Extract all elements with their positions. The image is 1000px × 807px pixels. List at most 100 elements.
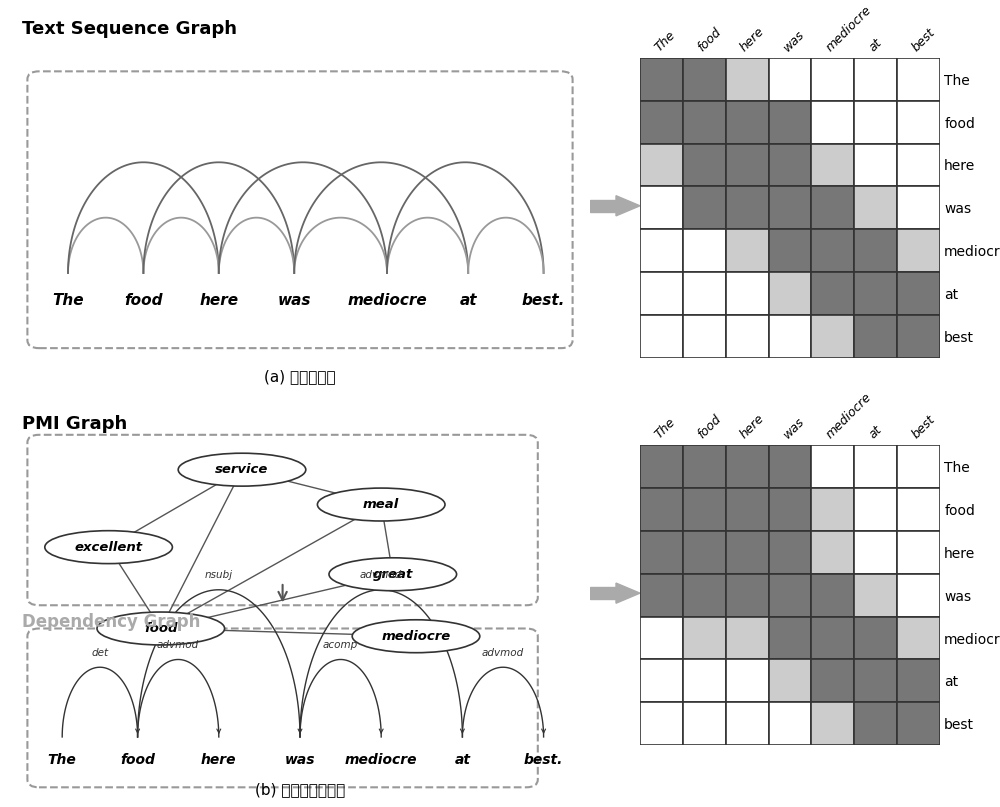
Bar xyxy=(897,702,940,745)
Text: advmod: advmod xyxy=(482,647,524,658)
Text: (b) 增强句法依赖图: (b) 增强句法依赖图 xyxy=(255,782,345,797)
Text: food: food xyxy=(124,293,163,308)
Bar xyxy=(897,144,940,186)
Bar xyxy=(769,315,811,358)
Ellipse shape xyxy=(178,454,306,486)
FancyBboxPatch shape xyxy=(27,629,538,788)
Bar xyxy=(769,58,811,101)
Bar xyxy=(683,101,726,144)
Bar xyxy=(897,272,940,315)
Bar xyxy=(726,144,769,186)
Text: food: food xyxy=(144,622,178,635)
Text: Dependency Graph: Dependency Graph xyxy=(22,613,200,631)
Bar xyxy=(897,659,940,702)
FancyBboxPatch shape xyxy=(27,71,573,348)
Bar xyxy=(854,229,897,272)
Bar xyxy=(811,315,854,358)
Bar xyxy=(726,186,769,229)
Bar xyxy=(640,272,683,315)
Bar xyxy=(769,531,811,574)
Text: best.: best. xyxy=(522,293,565,308)
Bar xyxy=(897,445,940,488)
Text: PMI Graph: PMI Graph xyxy=(22,416,127,433)
Bar xyxy=(640,659,683,702)
Ellipse shape xyxy=(45,531,172,563)
Bar xyxy=(683,617,726,659)
Bar xyxy=(811,101,854,144)
Bar xyxy=(683,445,726,488)
Bar xyxy=(769,229,811,272)
Bar xyxy=(640,58,683,101)
Bar xyxy=(811,702,854,745)
Bar xyxy=(726,488,769,531)
Bar xyxy=(854,101,897,144)
Text: at: at xyxy=(454,753,470,767)
Bar xyxy=(897,229,940,272)
Text: was: was xyxy=(277,293,311,308)
Bar xyxy=(811,186,854,229)
Bar xyxy=(683,315,726,358)
Bar xyxy=(811,229,854,272)
Bar xyxy=(640,488,683,531)
Bar xyxy=(769,144,811,186)
Bar xyxy=(726,702,769,745)
Bar xyxy=(683,659,726,702)
Bar xyxy=(640,531,683,574)
Bar xyxy=(811,617,854,659)
Bar xyxy=(683,272,726,315)
Text: excellent: excellent xyxy=(75,541,143,554)
Bar xyxy=(854,617,897,659)
Text: great: great xyxy=(373,568,413,581)
Bar xyxy=(640,617,683,659)
Text: det: det xyxy=(91,647,108,658)
Bar xyxy=(726,659,769,702)
Bar xyxy=(897,617,940,659)
Bar xyxy=(640,315,683,358)
Text: meal: meal xyxy=(363,498,399,511)
Bar xyxy=(811,659,854,702)
Text: (a) 文本序列图: (a) 文本序列图 xyxy=(264,369,336,384)
Bar xyxy=(683,144,726,186)
Bar xyxy=(726,101,769,144)
Text: The: The xyxy=(48,753,77,767)
Bar xyxy=(640,144,683,186)
Ellipse shape xyxy=(329,558,457,591)
Bar xyxy=(854,531,897,574)
Bar xyxy=(897,315,940,358)
Bar xyxy=(854,186,897,229)
Bar xyxy=(683,186,726,229)
Bar xyxy=(683,58,726,101)
Text: mediocre: mediocre xyxy=(345,753,417,767)
Bar xyxy=(854,315,897,358)
Text: Text Sequence Graph: Text Sequence Graph xyxy=(22,20,237,38)
Bar xyxy=(854,574,897,617)
Bar xyxy=(769,617,811,659)
Bar xyxy=(726,229,769,272)
Text: mediocre: mediocre xyxy=(381,629,451,642)
Bar xyxy=(854,58,897,101)
Bar xyxy=(854,659,897,702)
Bar xyxy=(811,272,854,315)
Text: nsubj: nsubj xyxy=(205,570,233,580)
Text: mediocre: mediocre xyxy=(347,293,427,308)
Polygon shape xyxy=(590,200,618,211)
Polygon shape xyxy=(616,583,640,604)
Bar xyxy=(811,144,854,186)
Bar xyxy=(769,659,811,702)
Bar xyxy=(640,186,683,229)
Bar xyxy=(897,186,940,229)
Bar xyxy=(640,574,683,617)
Polygon shape xyxy=(616,195,640,216)
Text: at: at xyxy=(459,293,477,308)
Ellipse shape xyxy=(352,620,480,653)
Bar xyxy=(726,272,769,315)
Text: was: was xyxy=(285,753,315,767)
Bar xyxy=(640,229,683,272)
Bar xyxy=(769,101,811,144)
Bar xyxy=(640,101,683,144)
Ellipse shape xyxy=(97,612,225,645)
Bar xyxy=(811,488,854,531)
Bar xyxy=(769,186,811,229)
Bar xyxy=(726,531,769,574)
Bar xyxy=(726,315,769,358)
